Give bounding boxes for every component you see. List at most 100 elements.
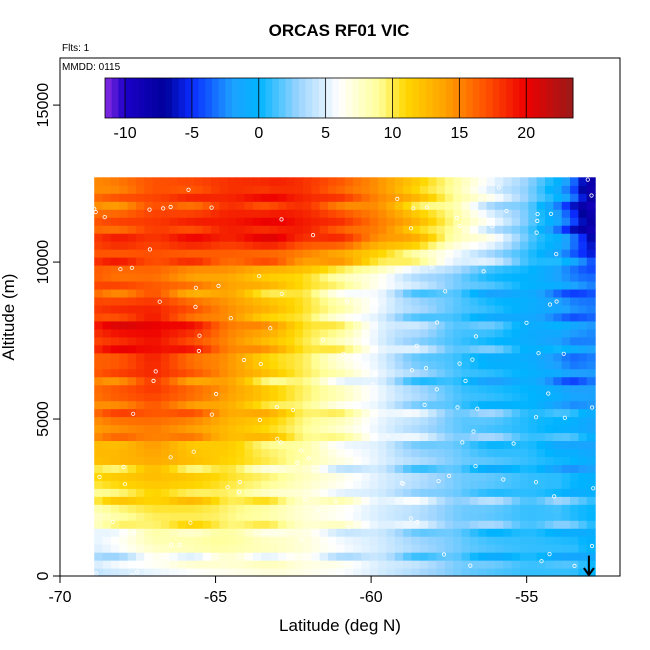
heatmap-cell: [519, 249, 529, 258]
heatmap-cell: [486, 560, 496, 569]
heatmap-cell: [294, 456, 304, 465]
heatmap-cell: [236, 408, 246, 418]
heatmap-cell: [361, 233, 371, 242]
heatmap-cell: [336, 432, 346, 442]
heatmap-cell: [119, 400, 129, 410]
heatmap-cell: [578, 408, 588, 418]
heatmap-cell: [119, 504, 129, 513]
heatmap-cell: [102, 440, 112, 450]
heatmap-cell: [302, 296, 312, 306]
colorbar-swatch: [185, 78, 193, 118]
heatmap-cell: [277, 408, 287, 418]
heatmap-cell: [378, 217, 388, 226]
heatmap-cell: [561, 376, 571, 386]
heatmap-cell: [478, 360, 488, 370]
heatmap-cell: [177, 496, 187, 505]
heatmap-cell: [419, 376, 429, 386]
heatmap-cell: [252, 440, 262, 450]
flight-point: [157, 299, 162, 304]
heatmap-cell: [478, 265, 488, 274]
heatmap-cell: [177, 225, 187, 234]
x-tick-label: -55: [515, 589, 538, 606]
heatmap-cell: [353, 304, 362, 314]
heatmap-cell: [261, 185, 271, 194]
heatmap-cell: [419, 280, 429, 290]
heatmap-cell: [211, 520, 221, 529]
heatmap-cell: [252, 384, 262, 394]
heatmap-cell: [369, 432, 379, 442]
heatmap-cell: [311, 265, 321, 274]
heatmap-cell: [311, 344, 321, 354]
heatmap-cell: [503, 472, 513, 481]
heatmap-cell: [219, 504, 229, 513]
heatmap-cell: [378, 536, 388, 545]
heatmap-cell: [177, 544, 187, 553]
heatmap-cell: [294, 464, 304, 473]
heatmap-cell: [144, 265, 154, 274]
flight-point: [315, 507, 321, 512]
heatmap-cell: [169, 320, 179, 330]
heatmap-cell: [302, 249, 312, 258]
heatmap-cell: [545, 336, 554, 346]
heatmap-cell: [386, 328, 396, 338]
heatmap-cell: [177, 480, 187, 489]
heatmap-cell: [444, 312, 454, 322]
heatmap-cell: [94, 209, 104, 218]
heatmap-cell: [319, 400, 329, 410]
heatmap-cell: [545, 392, 554, 402]
heatmap-cell: [461, 312, 471, 322]
heatmap-cell: [536, 416, 546, 426]
heatmap-cell: [553, 312, 563, 322]
heatmap-cell: [261, 560, 271, 569]
heatmap-cell: [545, 496, 554, 505]
heatmap-cell: [127, 193, 137, 202]
heatmap-cell: [469, 241, 479, 250]
heatmap-cell: [378, 544, 388, 553]
heatmap-cell: [144, 424, 154, 434]
heatmap-cell: [394, 416, 404, 426]
heatmap-cell: [436, 528, 446, 537]
heatmap-cell: [428, 249, 438, 258]
heatmap-cell: [461, 552, 471, 561]
heatmap-cell: [211, 177, 221, 186]
heatmap-cell: [586, 296, 596, 306]
heatmap-cell: [561, 480, 571, 489]
colorbar-swatch: [539, 78, 547, 118]
heatmap-cell: [211, 416, 221, 426]
colorbar-swatch: [432, 78, 440, 118]
colorbar-swatch: [419, 78, 427, 118]
heatmap-cell: [327, 209, 337, 218]
heatmap-cell: [261, 233, 271, 242]
heatmap-cell: [244, 440, 254, 450]
heatmap-cell: [169, 312, 179, 322]
heatmap-cell: [261, 432, 271, 442]
heatmap-cell: [294, 480, 304, 489]
heatmap-cell: [486, 193, 496, 202]
heatmap-cell: [269, 360, 279, 370]
heatmap-cell: [152, 416, 162, 426]
heatmap-cell: [311, 201, 321, 210]
flight-point: [168, 204, 173, 210]
heatmap-cell: [219, 360, 229, 370]
heatmap-cell: [219, 265, 229, 274]
heatmap-cell: [394, 185, 404, 194]
heatmap-cell: [110, 568, 120, 577]
heatmap-cell: [119, 408, 129, 418]
heatmap-cell: [94, 368, 104, 378]
heatmap-cell: [319, 304, 329, 314]
heatmap-cell: [378, 560, 388, 569]
heatmap-cell: [394, 440, 404, 450]
heatmap-cell: [169, 217, 179, 226]
heatmap-cell: [294, 552, 304, 561]
heatmap-cell: [570, 217, 580, 226]
heatmap-cell: [486, 440, 496, 450]
heatmap-cell: [536, 424, 546, 434]
heatmap-cell: [219, 280, 229, 290]
heatmap-cell: [511, 312, 521, 322]
heatmap-cell: [344, 416, 354, 426]
heatmap-cell: [419, 288, 429, 298]
heatmap-cell: [469, 185, 479, 194]
heatmap-cell: [311, 304, 321, 314]
heatmap-cell: [319, 217, 329, 226]
heatmap-cell: [236, 544, 246, 553]
